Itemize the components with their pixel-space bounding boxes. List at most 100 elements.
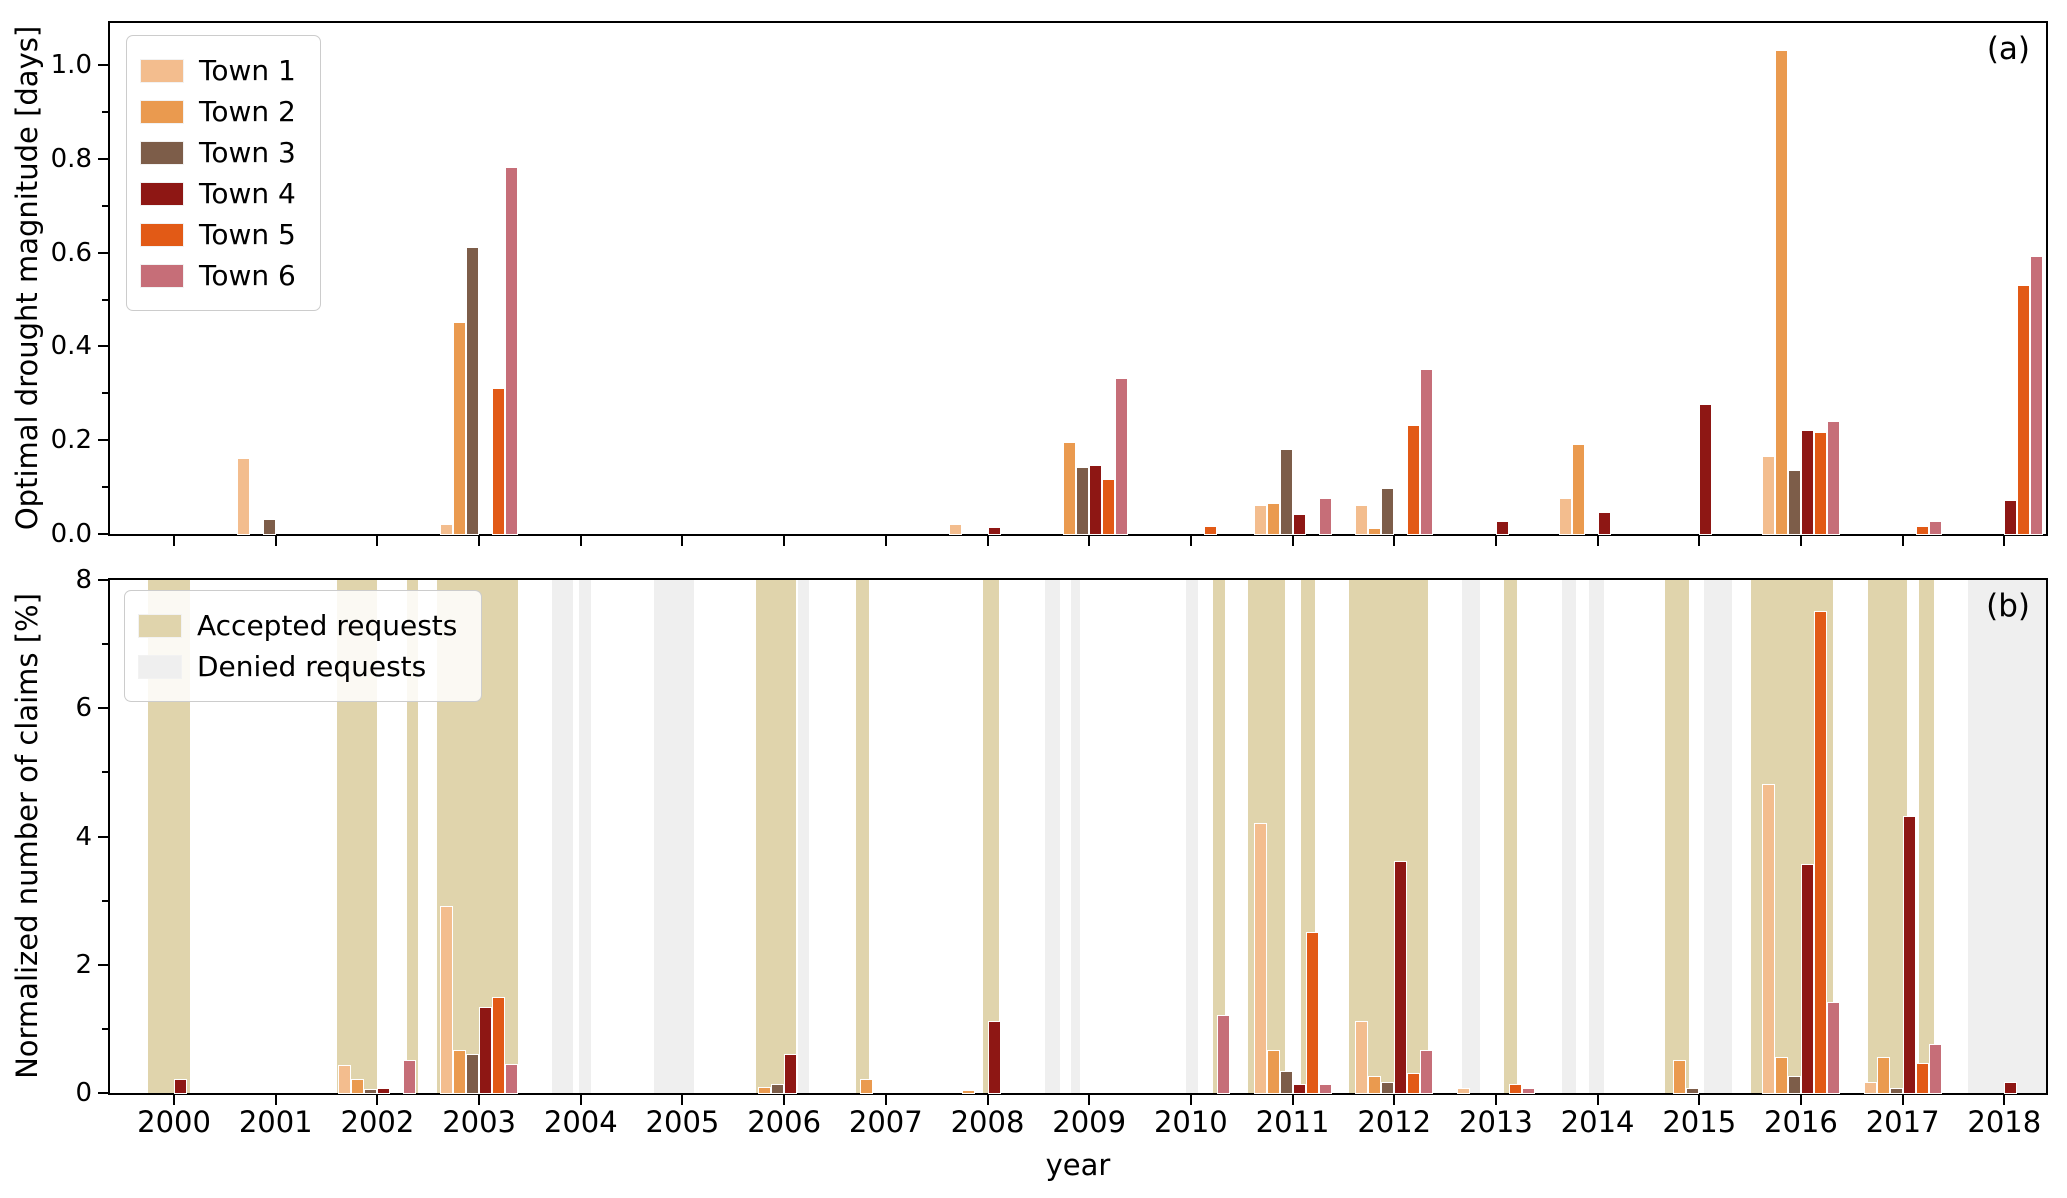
y-minor-tick	[102, 111, 108, 114]
x-tick	[376, 536, 379, 546]
bar-town-4	[2004, 500, 2018, 535]
bar-town-2	[961, 1090, 975, 1094]
x-tick-label: 2000	[137, 1105, 211, 1139]
bar-town-6	[1318, 497, 1332, 536]
bar-town-3	[262, 518, 276, 536]
bar-town-5	[1813, 611, 1827, 1094]
x-tick-label: 2017	[1865, 1105, 1940, 1139]
x-tick	[884, 536, 887, 546]
x-tick	[478, 1095, 481, 1105]
bar-town-4	[1902, 816, 1916, 1094]
bar-town-5	[1508, 1083, 1522, 1095]
bar-town-1	[338, 1065, 352, 1094]
legend-swatch	[138, 613, 182, 638]
bar-town-1	[1761, 784, 1775, 1094]
bar-town-5	[1407, 1072, 1421, 1095]
bar-town-2	[453, 322, 467, 535]
bar-town-2	[1368, 1075, 1382, 1095]
x-tick	[986, 536, 989, 546]
bar-town-3	[1279, 1070, 1293, 1095]
bar-town-6	[1420, 368, 1434, 536]
bar-town-6	[505, 1063, 519, 1095]
x-tick	[1189, 1095, 1192, 1105]
bar-town-6	[1826, 420, 1840, 535]
legend-label: Accepted requests	[197, 609, 458, 642]
x-tick	[783, 1095, 786, 1105]
y-major-tick	[98, 157, 108, 160]
y-minor-tick	[102, 392, 108, 395]
x-tick	[173, 1095, 176, 1105]
bar-town-2	[1774, 1056, 1788, 1095]
denied-requests-band	[1070, 580, 1081, 1093]
bar-town-4	[1597, 511, 1611, 536]
x-tick	[1799, 1095, 1802, 1105]
bar-town-1	[1355, 504, 1369, 536]
x-tick-label: 2007	[848, 1105, 923, 1139]
x-tick-label: 2003	[442, 1105, 516, 1139]
bar-town-1	[440, 523, 454, 536]
panel-b-ylabel: Normalized number of claims [%]	[10, 593, 44, 1079]
y-major-tick	[98, 835, 108, 838]
x-tick-label: 2013	[1459, 1105, 1533, 1139]
denied-requests-band	[1185, 580, 1198, 1093]
x-tick	[2003, 1095, 2006, 1105]
bar-town-3	[771, 1084, 785, 1094]
legend-item: Denied requests	[138, 650, 457, 683]
y-tick-label: 0.8	[50, 143, 92, 174]
bar-town-6	[1318, 1083, 1332, 1095]
y-major-tick	[98, 1092, 108, 1094]
bar-town-6	[2030, 256, 2044, 535]
x-tick	[1088, 1095, 1091, 1105]
y-tick-label: 0	[75, 1078, 92, 1108]
legend-swatch	[140, 263, 184, 288]
x-tick	[681, 1095, 684, 1105]
x-tick	[1291, 1095, 1294, 1105]
y-minor-tick	[102, 204, 108, 207]
x-tick-label: 2002	[340, 1105, 415, 1139]
y-minor-tick	[102, 643, 108, 646]
x-tick	[681, 536, 684, 546]
legend-swatch	[140, 58, 184, 83]
bar-town-4	[174, 1079, 188, 1094]
legend-swatch	[140, 181, 184, 206]
bar-town-2	[758, 1086, 772, 1095]
y-minor-tick	[102, 486, 108, 489]
y-major-tick	[98, 251, 108, 254]
legend-swatch	[138, 654, 182, 679]
x-tick	[783, 536, 786, 546]
x-tick-label: 2004	[543, 1105, 618, 1139]
legend-label: Town 4	[199, 177, 296, 210]
bar-town-4	[1800, 429, 1814, 536]
x-tick	[1189, 536, 1192, 546]
x-tick	[1698, 1095, 1701, 1105]
bar-town-4	[784, 1053, 798, 1095]
bar-town-4	[377, 1087, 391, 1095]
y-tick-label: 1.0	[50, 50, 92, 81]
bar-town-3	[1076, 467, 1090, 535]
panel-a: (a) Town 1 Town 2 Town 3 Town 4 Town 5 Town 6…	[51, 21, 2048, 549]
bar-town-3	[1787, 1075, 1801, 1095]
legend-item: Accepted requests	[138, 609, 458, 642]
x-tick	[1088, 536, 1091, 546]
y-major-tick	[98, 533, 108, 535]
legend-item: Town 3	[140, 136, 296, 169]
bar-town-2	[859, 1079, 873, 1094]
bar-town-6	[403, 1059, 417, 1095]
bar-town-1	[1253, 822, 1267, 1095]
accepted-requests-band	[1664, 580, 1690, 1093]
denied-requests-band	[1589, 580, 1604, 1093]
y-tick-label: 0.6	[50, 237, 92, 268]
bar-town-6	[505, 167, 519, 535]
bar-town-5	[1305, 931, 1319, 1095]
x-tick	[884, 1095, 887, 1105]
x-tick	[986, 1095, 989, 1105]
bar-town-3	[1686, 1088, 1700, 1094]
bar-town-5	[1102, 479, 1116, 535]
denied-requests-band	[653, 580, 694, 1093]
x-tick	[1393, 536, 1396, 546]
bar-town-2	[1571, 443, 1585, 536]
bar-town-1	[1456, 1088, 1470, 1094]
x-tick-label: 2008	[950, 1105, 1025, 1139]
denied-requests-band	[1045, 580, 1060, 1093]
bar-town-3	[466, 247, 480, 535]
